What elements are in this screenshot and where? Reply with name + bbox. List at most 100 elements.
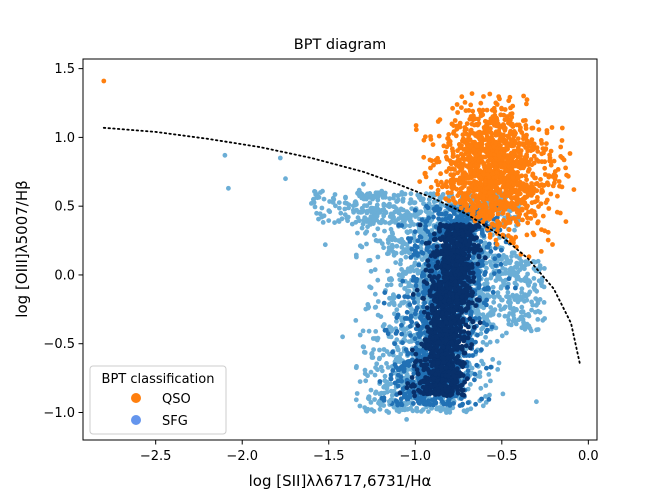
sfg-point (352, 202, 358, 208)
sfg-point (496, 269, 502, 274)
sfg-point (410, 295, 416, 301)
sfg-point (443, 319, 449, 325)
sfg-point (343, 195, 348, 201)
qso-point (559, 138, 565, 143)
sfg-point (523, 312, 529, 318)
sfg-point (378, 220, 384, 226)
sfg-point (541, 300, 547, 305)
sfg-point (488, 262, 494, 268)
sfg-point (409, 351, 415, 356)
sfg-point (424, 281, 430, 286)
sfg-point (349, 221, 355, 227)
sfg-point (435, 386, 441, 391)
sfg-point (484, 302, 489, 308)
sfg-point (405, 288, 410, 294)
sfg-point (465, 242, 471, 248)
sfg-point (386, 251, 391, 256)
sfg-point (493, 245, 498, 251)
sfg-point (407, 302, 413, 308)
sfg-point (389, 237, 395, 243)
sfg-point (372, 232, 377, 238)
sfg-point (440, 192, 446, 197)
sfg-point (511, 309, 516, 315)
sfg-point (400, 196, 406, 202)
sfg-point (366, 258, 371, 263)
sfg-point (506, 294, 512, 300)
sfg-point (445, 355, 451, 361)
sfg-point (435, 252, 441, 257)
sfg-point (344, 201, 350, 206)
sfg-point (461, 262, 467, 267)
sfg-point (519, 290, 524, 295)
sfg-point (421, 304, 426, 310)
sfg-point (477, 320, 483, 326)
sfg-point (430, 336, 435, 341)
sfg-point (493, 278, 499, 283)
sfg-point (368, 285, 374, 291)
sfg-point (428, 354, 433, 360)
sfg-point (452, 231, 458, 237)
sfg-point (357, 379, 363, 384)
sfg-point (419, 257, 425, 262)
sfg-point (472, 377, 477, 383)
sfg-point (415, 323, 421, 328)
sfg-point (423, 401, 429, 407)
sfg-point (428, 383, 433, 389)
sfg-point (419, 217, 425, 223)
sfg-point (462, 379, 467, 385)
sfg-point (423, 219, 428, 225)
sfg-point (454, 225, 460, 231)
sfg-point (342, 212, 348, 218)
sfg-point (483, 383, 489, 388)
sfg-point (498, 261, 504, 267)
sfg-point (405, 294, 411, 300)
sfg-point (412, 393, 417, 399)
chart-title: BPT diagram (294, 37, 386, 53)
sfg-point (430, 318, 436, 323)
sfg-point (510, 318, 516, 324)
sfg-point (474, 362, 480, 368)
sfg-point (538, 266, 543, 271)
sfg-point (501, 306, 507, 311)
sfg-point (425, 311, 431, 317)
sfg-point (448, 251, 454, 256)
sfg-point (416, 270, 422, 275)
sfg-point (443, 282, 449, 288)
sfg-point (406, 250, 412, 256)
sfg-point (321, 196, 327, 202)
sfg-point (367, 200, 373, 206)
sfg-point (438, 295, 444, 301)
sfg-point (464, 224, 470, 230)
sfg-point (540, 317, 546, 323)
sfg-point (452, 279, 458, 285)
sfg-point (407, 239, 413, 244)
sfg-point (361, 217, 367, 223)
sfg-point (480, 361, 486, 367)
sfg-point (326, 208, 332, 214)
sfg-point (504, 330, 509, 336)
sfg-point (465, 400, 471, 406)
sfg-point (475, 332, 480, 338)
sfg-point (469, 233, 475, 239)
sfg-point (378, 314, 384, 319)
sfg-point (499, 247, 504, 253)
sfg-point (442, 263, 448, 269)
sfg-point (311, 196, 316, 202)
sfg-point (399, 326, 404, 331)
sfg-point (480, 339, 486, 345)
sfg-point (406, 389, 412, 395)
sfg-point (413, 351, 419, 357)
sfg-point (412, 248, 418, 254)
sfg-point (382, 327, 388, 333)
sfg-point (511, 250, 517, 256)
sfg-point (414, 405, 420, 411)
sfg-point (417, 234, 423, 240)
sfg-point (408, 255, 414, 260)
sfg-point (415, 238, 421, 244)
sfg-point (437, 225, 442, 231)
sfg-point (519, 304, 525, 310)
sfg-point (366, 328, 372, 334)
sfg-point (381, 347, 387, 352)
sfg-point (412, 229, 418, 235)
sfg-point (470, 255, 476, 260)
